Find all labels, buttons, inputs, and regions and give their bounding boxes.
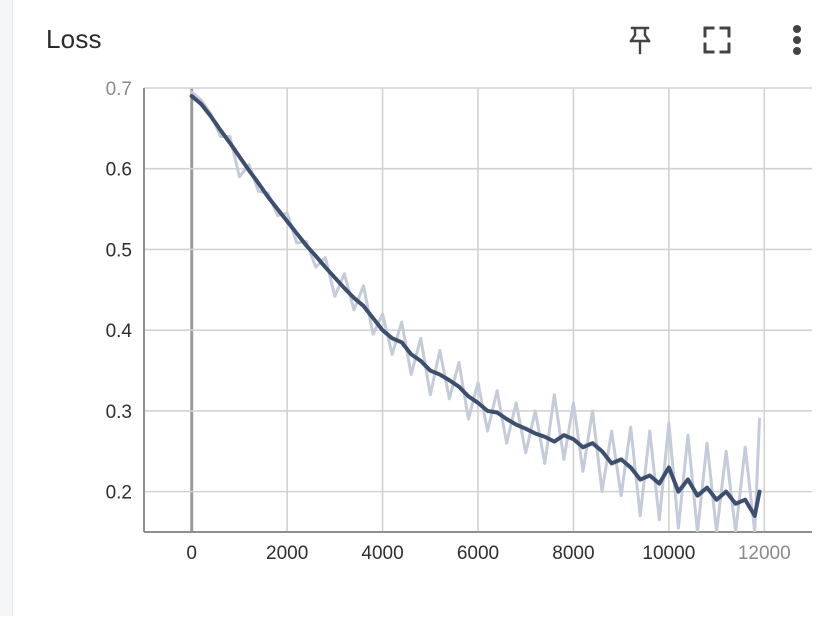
card-header: Loss: [12, 0, 840, 84]
series-layer: [189, 90, 762, 532]
raw-loss-series: [190, 90, 762, 532]
y-tick-label: 0.2: [106, 483, 132, 504]
axis-layer: [143, 88, 812, 533]
fullscreen-icon[interactable]: [699, 22, 735, 58]
more-vert-icon[interactable]: [779, 22, 815, 58]
x-tick-label: 8000: [552, 543, 594, 564]
x-tick-label: 4000: [361, 543, 403, 564]
card-title: Loss: [46, 24, 102, 54]
pin-icon[interactable]: [622, 22, 658, 58]
smoothed-loss-series: [189, 94, 762, 518]
x-tick-label: 12000: [738, 543, 791, 564]
left-rail: [0, 0, 13, 616]
grid-layer: [144, 87, 812, 532]
x-tick-label: 6000: [457, 543, 499, 564]
x-tick-label: 2000: [266, 543, 308, 564]
y-tick-label: 0.4: [106, 321, 133, 342]
y-tick-label: 0.3: [106, 402, 132, 423]
y-tick-label: 0.7: [106, 79, 132, 100]
x-tick-label: 0: [186, 543, 197, 564]
y-tick-label: 0.5: [106, 240, 132, 261]
tick-label-layer: 0 2000 4000 6000 8000 10000 12000 0.2 0.3 0.4 0.5 0…: [106, 79, 791, 564]
y-tick-label: 0.6: [106, 160, 132, 181]
x-tick-label: 10000: [642, 543, 695, 564]
